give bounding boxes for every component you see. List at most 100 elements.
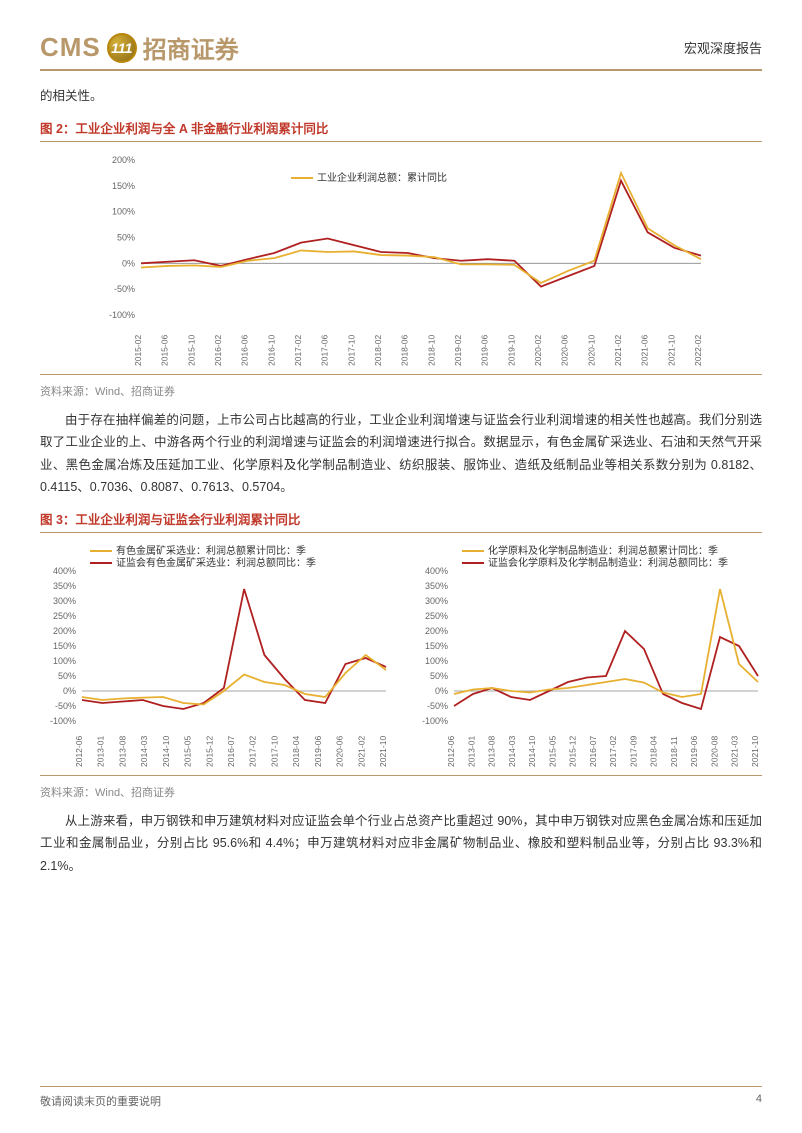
intro-tail-text: 的相关性。 — [40, 85, 762, 108]
fig2-title: 图 2：工业企业利润与全 A 非金融行业利润累计同比 — [40, 118, 762, 137]
svg-text:2022-02: 2022-02 — [693, 334, 703, 365]
svg-text:100%: 100% — [53, 656, 76, 666]
svg-text:250%: 250% — [53, 611, 76, 621]
footer-note: 敬请阅读末页的重要说明 — [40, 1093, 161, 1109]
svg-text:200%: 200% — [53, 626, 76, 636]
svg-text:2019-06: 2019-06 — [313, 735, 323, 766]
fig3-source: 资料来源：Wind、招商证券 — [40, 784, 762, 800]
svg-text:2017-10: 2017-10 — [269, 735, 279, 766]
svg-text:2017-02: 2017-02 — [248, 735, 258, 766]
svg-text:2018-04: 2018-04 — [649, 735, 659, 766]
svg-text:2018-10: 2018-10 — [426, 334, 436, 365]
fig2-bottom-rule — [40, 374, 762, 375]
svg-text:0%: 0% — [63, 686, 76, 696]
svg-text:50%: 50% — [117, 232, 135, 242]
fig3-left-svg: -100% -50% 0% 50% 100% 150% 200% 250% 300% 350% 40… — [40, 541, 390, 771]
svg-text:2013-08: 2013-08 — [117, 735, 127, 766]
svg-text:2013-01: 2013-01 — [96, 735, 106, 766]
svg-text:2020-02: 2020-02 — [533, 334, 543, 365]
svg-text:2018-02: 2018-02 — [373, 334, 383, 365]
logo-group: CMS 111 招商证券 — [40, 30, 239, 65]
svg-text:300%: 300% — [53, 596, 76, 606]
svg-text:2017-02: 2017-02 — [608, 735, 618, 766]
svg-text:2014-10: 2014-10 — [161, 735, 171, 766]
svg-text:2020-06: 2020-06 — [335, 735, 345, 766]
svg-text:2021-03: 2021-03 — [730, 735, 740, 766]
svg-text:2013-08: 2013-08 — [487, 735, 497, 766]
fig2-source: 资料来源：Wind、招商证券 — [40, 383, 762, 399]
fig3-right-svg: -100%-50%0%50%100%150%200%250%300%350%40… — [412, 541, 762, 771]
svg-text:-50%: -50% — [427, 701, 448, 711]
svg-text:2014-03: 2014-03 — [139, 735, 149, 766]
svg-text:2021-06: 2021-06 — [640, 334, 650, 365]
svg-text:2012-06: 2012-06 — [446, 735, 456, 766]
svg-text:2017-10: 2017-10 — [346, 334, 356, 365]
logo-circle-icon: 111 — [107, 33, 137, 63]
fig3-bottom-rule — [40, 775, 762, 776]
svg-text:2020-06: 2020-06 — [560, 334, 570, 365]
header-rule — [40, 69, 762, 71]
fig3-top-rule — [40, 532, 762, 533]
svg-text:2021-02: 2021-02 — [613, 334, 623, 365]
svg-text:100%: 100% — [425, 656, 448, 666]
fig2-svg: -100%-50%0%50%100%150%200%2015-022015-06… — [91, 150, 711, 370]
svg-text:-50%: -50% — [114, 284, 135, 294]
svg-text:2016-02: 2016-02 — [213, 334, 223, 365]
svg-text:化学原料及化学制品制造业：利润总额累计同比：季: 化学原料及化学制品制造业：利润总额累计同比：季 — [488, 544, 718, 557]
fig3-charts: -100% -50% 0% 50% 100% 150% 200% 250% 300% 350% 40… — [40, 541, 762, 771]
svg-text:证监会化学原料及化学制品制造业：利润总额同比：季: 证监会化学原料及化学制品制造业：利润总额同比：季 — [488, 556, 728, 569]
page-footer: 敬请阅读末页的重要说明 4 — [40, 1086, 762, 1109]
svg-text:-50%: -50% — [55, 701, 76, 711]
svg-text:2019-06: 2019-06 — [480, 334, 490, 365]
page-header: CMS 111 招商证券 宏观深度报告 — [40, 30, 762, 65]
svg-text:2021-02: 2021-02 — [356, 735, 366, 766]
svg-text:400%: 400% — [425, 566, 448, 576]
svg-text:400%: 400% — [53, 566, 76, 576]
svg-text:2016-06: 2016-06 — [240, 334, 250, 365]
logo-cn-text: 招商证券 — [143, 30, 239, 65]
svg-text:300%: 300% — [425, 596, 448, 606]
svg-text:2014-03: 2014-03 — [507, 735, 517, 766]
logo-cms-text: CMS — [40, 32, 101, 63]
svg-text:2015-05: 2015-05 — [547, 735, 557, 766]
svg-text:2017-02: 2017-02 — [293, 334, 303, 365]
svg-text:50%: 50% — [58, 671, 76, 681]
svg-text:2014-10: 2014-10 — [527, 735, 537, 766]
svg-text:2021-10: 2021-10 — [750, 735, 760, 766]
svg-text:200%: 200% — [112, 155, 135, 165]
svg-text:2018-11: 2018-11 — [669, 736, 679, 767]
svg-text:0%: 0% — [435, 686, 448, 696]
svg-text:2016-10: 2016-10 — [266, 334, 276, 365]
svg-text:2019-06: 2019-06 — [689, 735, 699, 766]
svg-text:-100%: -100% — [422, 716, 448, 726]
svg-text:有色金属矿采选业：利润总额累计同比：季: 有色金属矿采选业：利润总额累计同比：季 — [116, 544, 306, 557]
svg-text:0%: 0% — [122, 258, 135, 268]
report-type: 宏观深度报告 — [684, 38, 762, 57]
svg-text:2021-10: 2021-10 — [378, 735, 388, 766]
svg-text:50%: 50% — [430, 671, 448, 681]
svg-text:2020-10: 2020-10 — [586, 334, 596, 365]
svg-text:工业企业利润总额：累计同比: 工业企业利润总额：累计同比 — [317, 171, 447, 184]
svg-text:350%: 350% — [53, 581, 76, 591]
page-number: 4 — [756, 1093, 762, 1109]
svg-text:200%: 200% — [425, 626, 448, 636]
svg-text:150%: 150% — [53, 641, 76, 651]
svg-text:250%: 250% — [425, 611, 448, 621]
svg-text:2020-08: 2020-08 — [709, 735, 719, 766]
svg-text:-100%: -100% — [50, 716, 76, 726]
svg-text:2015-12: 2015-12 — [204, 735, 214, 766]
svg-text:2013-01: 2013-01 — [466, 735, 476, 766]
footer-rule — [40, 1086, 762, 1087]
svg-text:2015-05: 2015-05 — [183, 735, 193, 766]
svg-text:2015-02: 2015-02 — [133, 334, 143, 365]
svg-text:2018-06: 2018-06 — [400, 334, 410, 365]
paragraph-2: 由于存在抽样偏差的问题，上市公司占比越高的行业，工业企业利润增速与证监会行业利润… — [40, 409, 762, 499]
svg-text:2015-10: 2015-10 — [186, 334, 196, 365]
svg-text:2017-09: 2017-09 — [628, 735, 638, 766]
svg-text:2012-06: 2012-06 — [74, 735, 84, 766]
svg-text:2016-07: 2016-07 — [226, 735, 236, 766]
svg-text:150%: 150% — [425, 641, 448, 651]
fig3-title: 图 3：工业企业利润与证监会行业利润累计同比 — [40, 509, 762, 528]
svg-text:2019-02: 2019-02 — [453, 334, 463, 365]
svg-text:2017-06: 2017-06 — [320, 334, 330, 365]
